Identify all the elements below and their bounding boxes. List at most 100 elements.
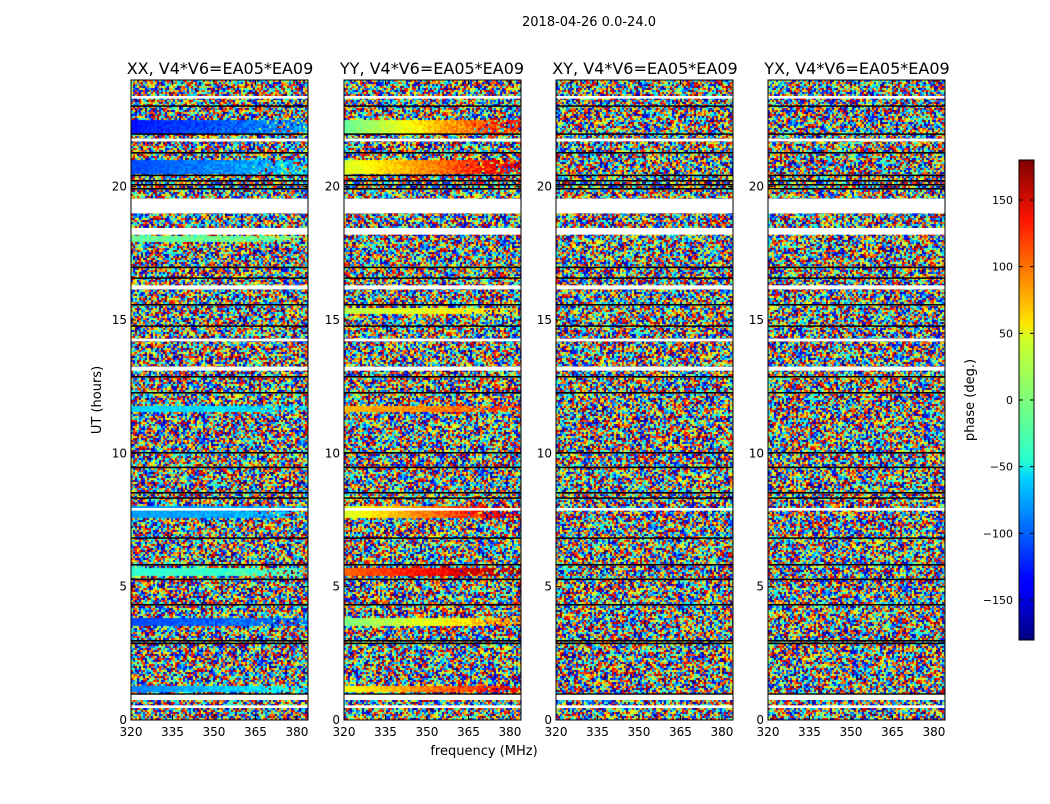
scan-boundary	[131, 640, 308, 642]
scan-boundary	[131, 537, 308, 539]
flagged-gap	[131, 96, 308, 99]
scan-boundary	[344, 277, 521, 279]
scan-boundary	[556, 105, 733, 107]
flagged-gap	[768, 96, 945, 99]
scan-boundary	[556, 188, 733, 190]
scan-boundary	[556, 174, 733, 177]
flagged-gap	[131, 705, 308, 708]
scan-boundary	[768, 537, 945, 539]
x-tick-label: 380	[922, 725, 945, 739]
scan-boundary	[344, 184, 521, 186]
scan-boundary	[344, 466, 521, 469]
scan-boundary	[556, 266, 733, 269]
scan-boundary	[768, 325, 945, 327]
y-tick-label: 10	[112, 446, 127, 460]
flagged-gap	[344, 366, 521, 371]
scan-boundary	[556, 642, 733, 645]
panel-title-yy: YY, V4*V6=EA05*EA09	[339, 59, 524, 78]
x-tick-label: 350	[203, 725, 226, 739]
colorbar-tick-label: −150	[983, 594, 1013, 607]
scan-boundary	[768, 174, 945, 177]
x-tick-label: 320	[757, 725, 780, 739]
y-tick-label: 15	[325, 313, 340, 327]
scan-boundary	[556, 497, 733, 499]
flagged-gap	[344, 705, 521, 708]
y-tick-label: 20	[749, 180, 764, 194]
y-tick-label: 10	[325, 446, 340, 460]
flagged-gap	[768, 705, 945, 708]
scan-boundary	[344, 497, 521, 499]
flagged-gap	[768, 366, 945, 371]
flagged-gap	[131, 228, 308, 235]
flagged-gap	[768, 693, 945, 695]
x-tick-label: 365	[881, 725, 904, 739]
x-tick-label: 365	[244, 725, 267, 739]
scan-boundary	[344, 492, 521, 494]
flagged-gap	[131, 693, 308, 695]
flagged-gap	[556, 366, 733, 371]
flagged-gap	[131, 508, 308, 511]
flagged-gap	[131, 694, 308, 700]
flagged-gap	[344, 96, 521, 99]
colorbar-ticks: −150 −100 −50 0 50 100 150	[983, 194, 1034, 607]
phase-image	[556, 80, 733, 720]
scan-boundary	[344, 537, 521, 539]
scan-boundary	[131, 105, 308, 107]
panel-title-xy: XY, V4*V6=EA05*EA09	[552, 59, 737, 78]
scan-boundary	[131, 376, 308, 378]
flagged-gap	[556, 198, 733, 214]
x-tick-label: 380	[285, 725, 308, 739]
flagged-gap	[768, 338, 945, 342]
x-tick-label: 335	[161, 725, 184, 739]
flagged-gap	[131, 366, 308, 371]
panel-frame	[343, 79, 522, 721]
scan-boundary	[131, 133, 308, 135]
scan-boundary	[131, 392, 308, 394]
x-tick-label: 350	[416, 725, 439, 739]
scan-boundary	[768, 152, 945, 154]
scan-boundary	[131, 497, 308, 499]
scan-boundary	[556, 325, 733, 327]
scan-boundary	[344, 152, 521, 154]
scan-boundary	[556, 152, 733, 154]
y-tick-label: 20	[112, 180, 127, 194]
scan-boundary	[768, 564, 945, 566]
x-tick-label: 335	[374, 725, 397, 739]
panel-title-xx: XX, V4*V6=EA05*EA09	[127, 59, 314, 78]
x-tick-label: 320	[333, 725, 356, 739]
x-tick-label: 335	[798, 725, 821, 739]
scan-boundary	[344, 578, 521, 581]
scan-boundary	[344, 452, 521, 454]
scan-boundary	[556, 180, 733, 182]
scan-boundary	[344, 564, 521, 566]
scan-boundary	[344, 392, 521, 394]
colorbar-label: phase (deg.)	[963, 359, 978, 441]
scan-boundary	[131, 304, 308, 306]
flagged-gap	[344, 138, 521, 142]
flagged-gap	[556, 228, 733, 235]
y-tick-label: 0	[119, 713, 127, 727]
scan-boundary	[131, 184, 308, 186]
x-axis-label: frequency (MHz)	[430, 744, 537, 759]
scan-boundary	[131, 578, 308, 581]
y-tick-label: 20	[325, 180, 340, 194]
scan-boundary	[344, 640, 521, 642]
colorbar-tick-label: 100	[992, 261, 1013, 274]
x-tick-label: 320	[120, 725, 143, 739]
colorbar-tick-label: 50	[999, 327, 1013, 340]
scan-boundary	[768, 188, 945, 190]
flagged-gap	[556, 508, 733, 511]
scan-boundary	[131, 452, 308, 454]
y-tick-label: 0	[756, 713, 764, 727]
y-tick-label: 20	[537, 180, 552, 194]
scan-boundary	[556, 184, 733, 186]
scan-boundary	[131, 604, 308, 606]
scan-boundary	[131, 180, 308, 182]
scan-boundary	[344, 376, 521, 378]
phase-image	[344, 80, 521, 720]
flagged-gap	[556, 693, 733, 695]
flagged-gap	[131, 138, 308, 142]
flagged-gap	[768, 285, 945, 290]
scan-boundary	[556, 564, 733, 566]
flagged-gap	[768, 508, 945, 511]
